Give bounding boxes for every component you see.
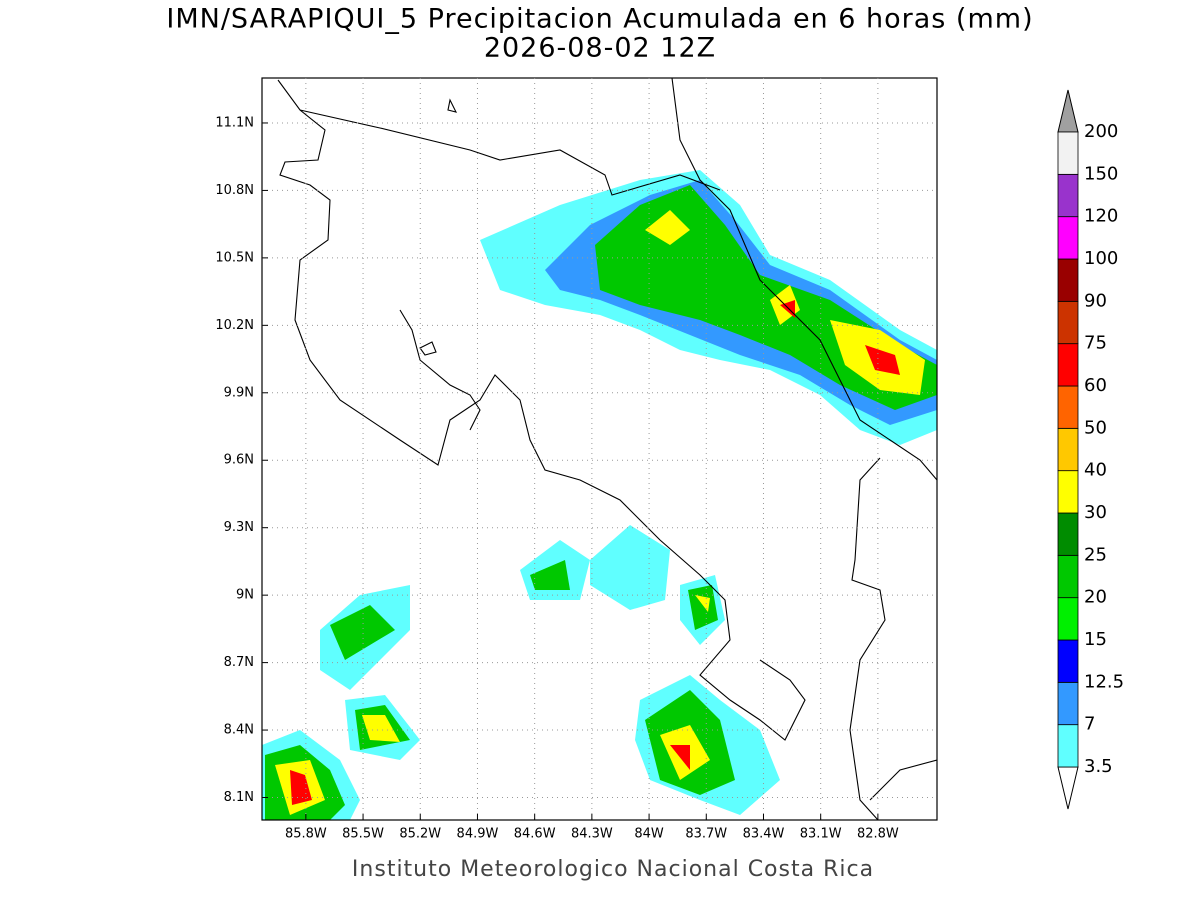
y-tick-label: 9.9N <box>224 385 254 400</box>
colorbar-label: 75 <box>1084 333 1107 354</box>
colorbar-label: 15 <box>1084 629 1107 650</box>
colorbar-box <box>1057 427 1079 472</box>
island <box>419 98 458 356</box>
x-tick-label: 83.4W <box>743 827 785 842</box>
x-tick-label: 84.6W <box>514 827 556 842</box>
colorbar-box <box>1057 512 1079 556</box>
y-tick-label: 9.3N <box>224 520 254 535</box>
border <box>299 109 721 196</box>
y-tick-label: 9.6N <box>224 453 254 468</box>
y-tick-label: 8.4N <box>224 723 254 738</box>
coastlines <box>277 78 937 820</box>
x-tick-label: 84.3W <box>571 827 613 842</box>
coastline <box>399 309 481 431</box>
colorbar-label: 30 <box>1084 502 1107 523</box>
colorbar-label: 7 <box>1084 714 1095 735</box>
rain-area <box>645 210 925 395</box>
x-tick-label: 84W <box>634 827 664 842</box>
x-tick-label: 83.1W <box>800 827 842 842</box>
colorbar-box <box>1057 216 1079 260</box>
y-tick-label: 8.7N <box>224 655 254 670</box>
colorbar-label: 12.5 <box>1084 671 1124 692</box>
colorbar-label: 150 <box>1084 163 1118 184</box>
rain-area <box>780 300 900 375</box>
colorbar-box <box>1057 300 1079 345</box>
rain-area <box>275 595 710 815</box>
x-tick-label: 85.8W <box>285 827 327 842</box>
x-tick-label: 82.8W <box>857 827 899 842</box>
coastline <box>869 759 937 801</box>
colorbar-box <box>1057 597 1079 641</box>
y-tick-label: 10.5N <box>215 250 254 265</box>
colorbar-label: 90 <box>1084 290 1107 311</box>
precipitation-field <box>262 170 937 820</box>
colorbar-label: 100 <box>1084 248 1118 269</box>
title: IMN/SARAPIQUI_5 Precipitacion Acumulada … <box>166 4 1033 35</box>
colorbar-box <box>1057 639 1079 683</box>
x-tick-label: 85.5W <box>342 827 384 842</box>
colorbar-box <box>1057 681 1079 726</box>
colorbar-label: 3.5 <box>1084 756 1113 777</box>
colorbar-box <box>1057 724 1079 768</box>
x-tick-label: 83.7W <box>685 827 727 842</box>
rain-area <box>265 560 735 820</box>
footer: Instituto Meteorologico Nacional Costa R… <box>352 857 874 882</box>
y-tick-label: 8.1N <box>224 790 254 805</box>
colorbar-box <box>1057 258 1079 302</box>
coastline <box>277 79 806 741</box>
colorbar-label: 60 <box>1084 375 1107 396</box>
rain-area <box>262 525 780 820</box>
colorbar-label: 40 <box>1084 460 1107 481</box>
y-tick-label: 10.2N <box>215 318 254 333</box>
colorbar-label: 120 <box>1084 206 1118 227</box>
border <box>849 457 886 820</box>
colorbar-box <box>1057 343 1079 387</box>
colorbar-label: 20 <box>1084 587 1107 608</box>
colorbar-box <box>1057 131 1079 175</box>
colorbar-box <box>1057 385 1079 429</box>
subtitle: 2026-08-02 12Z <box>484 33 716 64</box>
y-tick-label: 11.1N <box>215 115 254 130</box>
colorbar-label: 200 <box>1084 121 1118 142</box>
colorbar-label: 50 <box>1084 417 1107 438</box>
colorbar-label: 25 <box>1084 544 1107 565</box>
colorbar-under <box>1057 766 1079 810</box>
x-tick-label: 85.2W <box>399 827 441 842</box>
x-tick-label: 84.9W <box>457 827 499 842</box>
axes: 85.8W 85.5W 85.2W 84.9W 84.6W 84.3W 84W 83.7W 83… <box>215 78 937 842</box>
colorbar-box <box>1057 554 1079 599</box>
coastline <box>671 78 937 481</box>
y-tick-label: 10.8N <box>215 183 254 198</box>
y-tick-label: 9N <box>236 588 254 603</box>
colorbar-over <box>1057 89 1079 133</box>
colorbar-box <box>1057 470 1079 514</box>
colorbar-box <box>1057 173 1079 218</box>
map-frame <box>261 77 938 821</box>
colorbar: 3.5 7 12.5 15 20 25 30 40 50 60 75 90 100 120 150 200 <box>1057 89 1124 810</box>
